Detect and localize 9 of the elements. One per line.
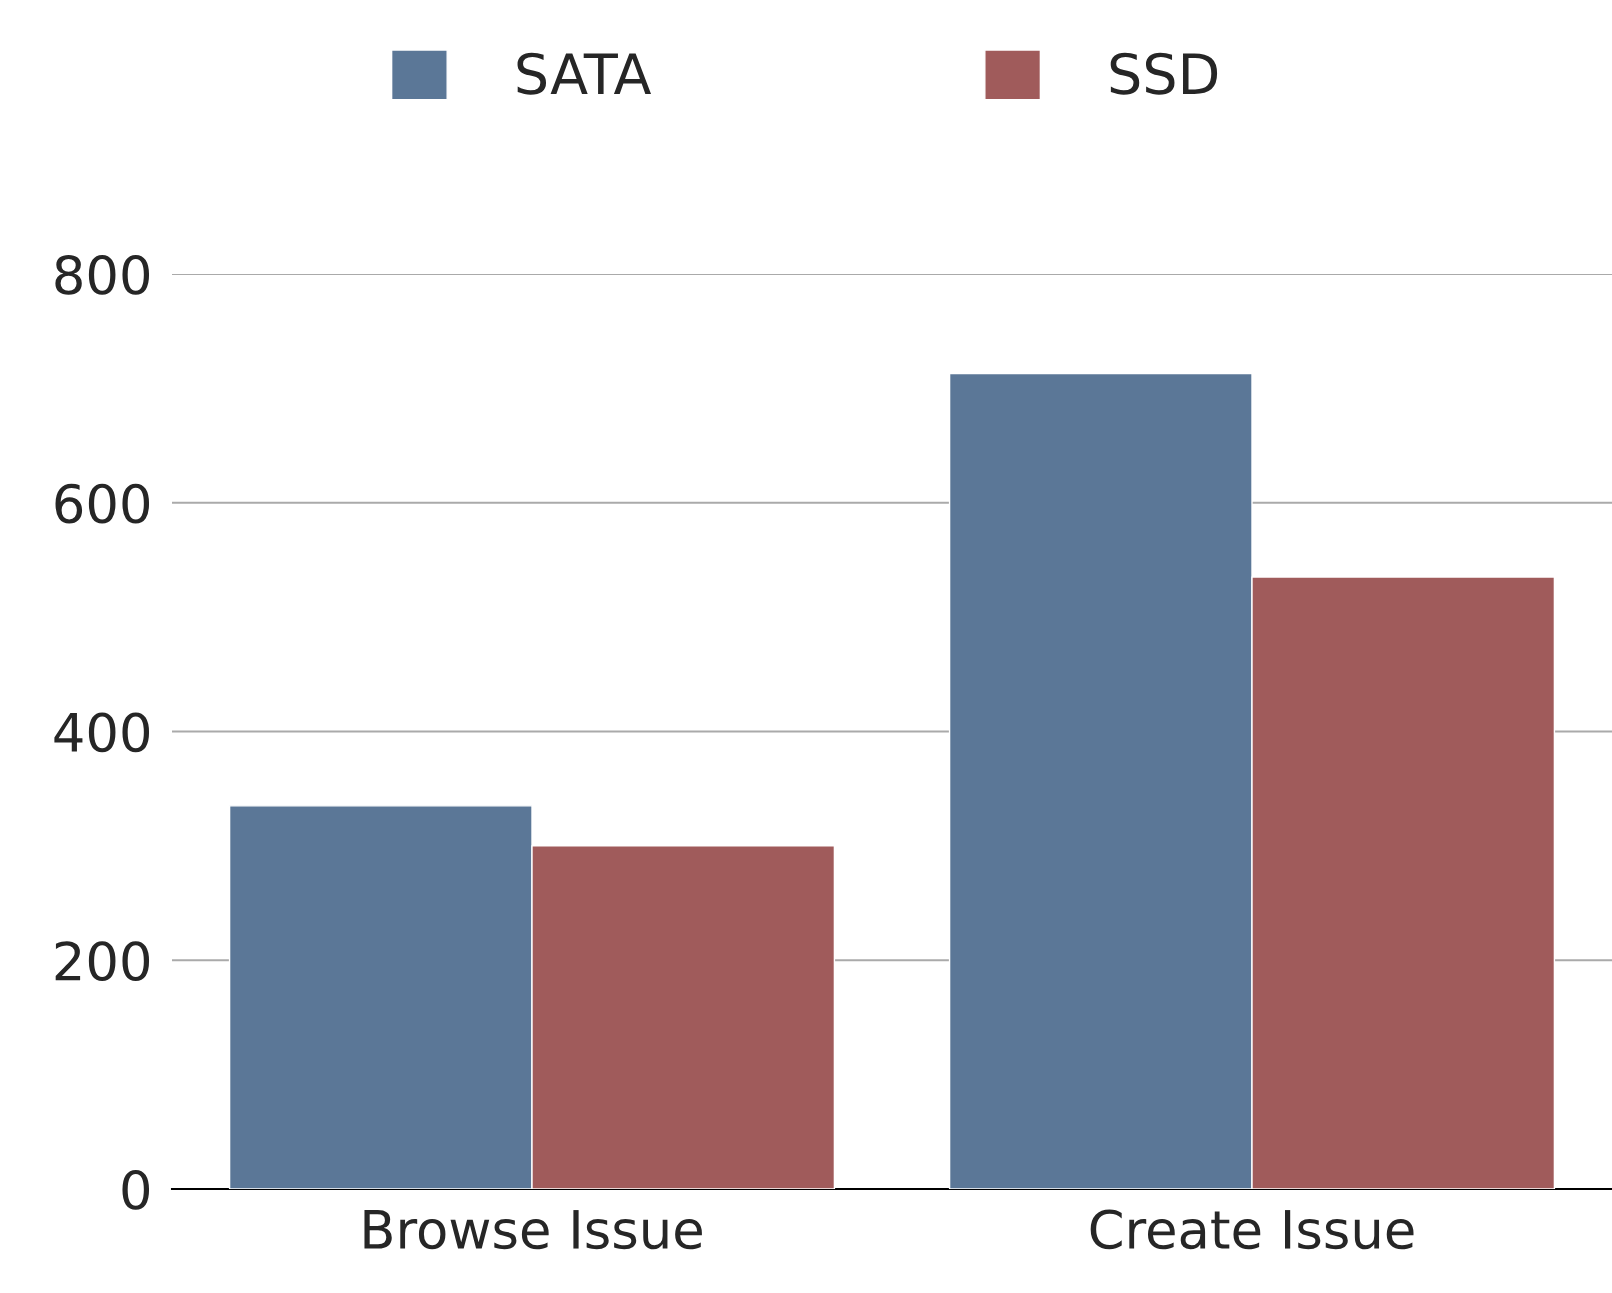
y-tick-label: 0 <box>122 1169 150 1210</box>
y-tick-label: 200 <box>55 941 150 982</box>
y-tick-label: 800 <box>55 254 150 295</box>
y-tick-label: 600 <box>55 483 150 524</box>
x-tick-label: Create Issue <box>1090 1209 1414 1250</box>
legend-label: SATA <box>517 52 652 95</box>
x-tick-label: Browse Issue <box>364 1210 702 1250</box>
legend-label: SSD <box>1110 52 1218 95</box>
y-tick-label: 400 <box>54 712 150 753</box>
